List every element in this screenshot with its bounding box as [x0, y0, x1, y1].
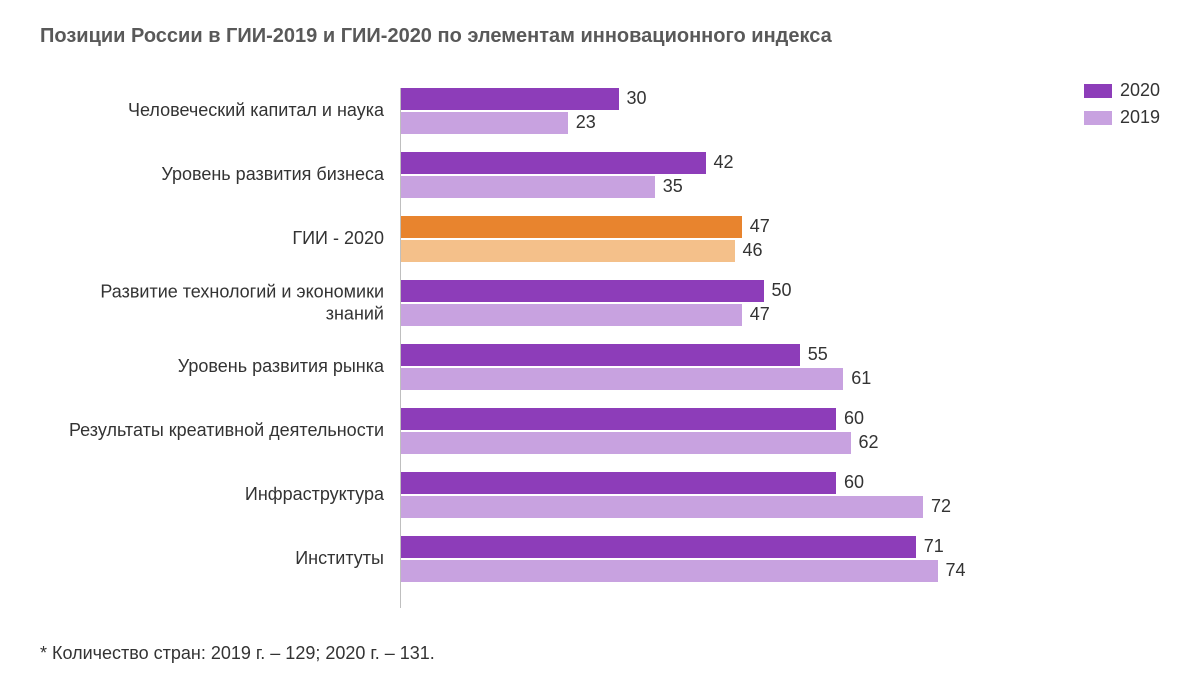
- bar-group: 6062: [401, 408, 980, 454]
- bar-value-2020: 55: [808, 344, 828, 365]
- footnote: * Количество стран: 2019 г. – 129; 2020 …: [40, 643, 435, 664]
- bar-group: 55 61: [401, 344, 980, 390]
- bar-value-2019: 62: [859, 432, 879, 453]
- bar-value-2020: 47: [750, 216, 770, 237]
- category-label: Развитие технологий и экономики знаний: [40, 281, 390, 324]
- bar-2020: [401, 216, 742, 238]
- bar-2020: [401, 280, 764, 302]
- bar-group: 4746: [401, 216, 980, 262]
- category-label: Уровень развития рынка: [40, 356, 390, 378]
- bar-value-2019: 23: [576, 112, 596, 133]
- category-label: Человеческий капитал и наука: [40, 100, 390, 122]
- legend-item-2019: 2019: [1084, 107, 1160, 128]
- chart-title: Позиции России в ГИИ-2019 и ГИИ-2020 по …: [40, 25, 1160, 48]
- bar-2020: [401, 344, 800, 366]
- category-label: Институты: [40, 548, 390, 570]
- bar-2019: [401, 176, 655, 198]
- category-label: Уровень развития бизнеса: [40, 164, 390, 186]
- bar-group: 5047: [401, 280, 980, 326]
- bar-2020: [401, 152, 706, 174]
- bar-value-2020: 60: [844, 408, 864, 429]
- bar-2019: [401, 496, 923, 518]
- bar-2019: [401, 112, 568, 134]
- category-label: ГИИ - 2020: [40, 228, 390, 250]
- bar-value-2020: 71: [924, 536, 944, 557]
- chart-area: Человеческий капитал и наука Уровень разв…: [40, 78, 1160, 608]
- category-label: Результаты креативной деятельности: [40, 420, 390, 442]
- bar-group: 42 35: [401, 152, 980, 198]
- category-labels: Человеческий капитал и наука Уровень разв…: [40, 88, 390, 618]
- bar-2020: [401, 408, 836, 430]
- bar-value-2019: 46: [743, 240, 763, 261]
- bar-2019: [401, 240, 735, 262]
- bar-2020: [401, 472, 836, 494]
- bar-value-2020: 60: [844, 472, 864, 493]
- plot-area: 30234235474650475561606260727174: [400, 88, 980, 608]
- bar-group: 30 23: [401, 88, 980, 134]
- bar-value-2020: 42: [714, 152, 734, 173]
- legend-label-2020: 2020: [1120, 80, 1160, 101]
- legend-swatch-2019: [1084, 111, 1112, 125]
- bar-value-2019: 72: [931, 496, 951, 517]
- bar-group: 7174: [401, 536, 980, 582]
- bar-value-2020: 50: [772, 280, 792, 301]
- bar-value-2020: 30: [627, 88, 647, 109]
- bar-2019: [401, 368, 843, 390]
- bar-value-2019: 74: [946, 560, 966, 581]
- legend-item-2020: 2020: [1084, 80, 1160, 101]
- bar-2019: [401, 560, 938, 582]
- bar-2019: [401, 432, 851, 454]
- bar-2020: [401, 88, 619, 110]
- bar-value-2019: 61: [851, 368, 871, 389]
- bar-2019: [401, 304, 742, 326]
- bar-value-2019: 47: [750, 304, 770, 325]
- legend-swatch-2020: [1084, 84, 1112, 98]
- bar-group: 60 72: [401, 472, 980, 518]
- bar-2020: [401, 536, 916, 558]
- legend: 2020 2019: [1084, 80, 1160, 134]
- category-label: Инфраструктура: [40, 484, 390, 506]
- legend-label-2019: 2019: [1120, 107, 1160, 128]
- bar-value-2019: 35: [663, 176, 683, 197]
